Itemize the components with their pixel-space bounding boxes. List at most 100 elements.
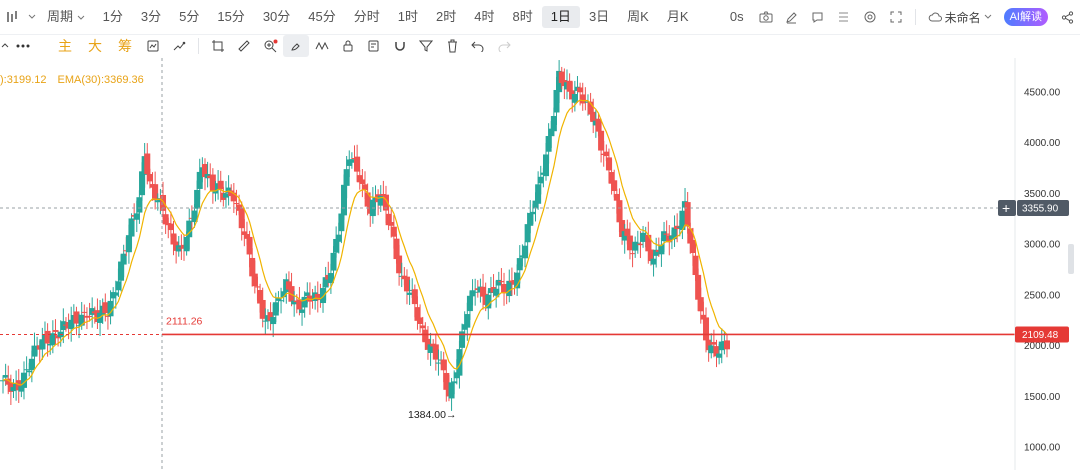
price-tick: 2500.00 bbox=[1024, 290, 1061, 301]
ema-line bbox=[2, 99, 728, 386]
candle-body bbox=[257, 290, 264, 304]
timeframe-month[interactable]: 月K bbox=[666, 9, 689, 24]
zoom-in-icon[interactable] bbox=[257, 35, 283, 57]
timeframe-30m[interactable]: 30分 bbox=[262, 9, 291, 24]
pattern-icon[interactable] bbox=[309, 35, 335, 57]
candle-body bbox=[689, 240, 696, 253]
candle-body bbox=[118, 261, 125, 281]
period-selector[interactable]: 周期 bbox=[38, 6, 94, 28]
candle-body bbox=[49, 333, 56, 345]
low-price-label: 1384.00 bbox=[408, 409, 446, 421]
ruler-icon[interactable] bbox=[231, 35, 257, 57]
redo-icon[interactable] bbox=[491, 35, 517, 57]
timeframe-15m[interactable]: 15分 bbox=[217, 9, 245, 24]
candle-body bbox=[191, 210, 198, 223]
candle-body bbox=[632, 241, 639, 251]
timeframe-5m[interactable]: 5分 bbox=[179, 9, 200, 24]
price-tick: 4000.00 bbox=[1024, 138, 1061, 149]
timeframe-8h[interactable]: 8时 bbox=[512, 9, 533, 24]
camera-icon[interactable] bbox=[753, 6, 779, 28]
timeframe-3d[interactable]: 3日 bbox=[588, 9, 610, 24]
candlestick-series bbox=[0, 60, 730, 411]
candle-body bbox=[619, 220, 626, 238]
timeframe-1h[interactable]: 1时 bbox=[397, 9, 418, 24]
candle-body bbox=[102, 302, 109, 314]
candle-body bbox=[705, 339, 712, 351]
chip-distribution-button[interactable]: 筹 bbox=[118, 38, 132, 54]
candle-body bbox=[587, 101, 594, 115]
edit-note-icon[interactable] bbox=[361, 35, 387, 57]
timeframe-week[interactable]: 周K bbox=[627, 9, 649, 24]
candle-body bbox=[251, 273, 258, 287]
candle-body bbox=[424, 338, 431, 350]
candle-body bbox=[466, 295, 473, 312]
share-icon[interactable] bbox=[1054, 6, 1080, 28]
candle-body bbox=[472, 291, 479, 293]
candle-body bbox=[162, 214, 169, 225]
ai-interpret-button[interactable]: AI解读 bbox=[1003, 8, 1048, 26]
candle-body bbox=[338, 213, 345, 232]
candle-body bbox=[267, 312, 274, 321]
candle-body bbox=[26, 370, 33, 373]
fullscreen-icon[interactable] bbox=[883, 6, 909, 28]
candle-body bbox=[385, 213, 392, 226]
candle-body bbox=[246, 236, 253, 255]
list-icon[interactable] bbox=[831, 6, 857, 28]
timeframe-3m[interactable]: 3分 bbox=[140, 9, 162, 24]
candle-body bbox=[558, 71, 565, 84]
candle-body bbox=[115, 281, 122, 291]
candle-body bbox=[0, 380, 6, 382]
add-alert-button[interactable] bbox=[998, 200, 1016, 217]
candle-body bbox=[52, 330, 59, 332]
candle-body bbox=[679, 210, 686, 230]
lock-icon[interactable] bbox=[335, 35, 361, 57]
magnet-icon[interactable] bbox=[387, 35, 413, 57]
plus-icon: + bbox=[1002, 200, 1010, 216]
comment-icon[interactable] bbox=[805, 6, 831, 28]
candle-body bbox=[330, 252, 337, 271]
timeframe-2h[interactable]: 2时 bbox=[436, 9, 457, 24]
candle-body bbox=[459, 331, 466, 348]
filter-icon[interactable] bbox=[413, 35, 439, 57]
timeframe-1d[interactable]: 1日 bbox=[541, 6, 580, 28]
undo-icon[interactable] bbox=[465, 35, 491, 57]
timeframe-4h[interactable]: 4时 bbox=[474, 9, 495, 24]
candle-body bbox=[647, 249, 654, 262]
compare-icon[interactable] bbox=[140, 35, 166, 57]
settings-icon[interactable] bbox=[857, 6, 883, 28]
candle-body bbox=[514, 272, 521, 289]
timeframe-45m[interactable]: 45分 bbox=[308, 9, 336, 24]
more-icon[interactable] bbox=[10, 35, 36, 57]
candle-body bbox=[522, 245, 529, 259]
candle-body bbox=[495, 279, 502, 286]
candle-body bbox=[692, 255, 699, 276]
candle-body bbox=[448, 382, 455, 399]
candle-body bbox=[396, 255, 403, 274]
timeframe-1m[interactable]: 1分 bbox=[102, 9, 123, 24]
chart-type-icon[interactable] bbox=[0, 6, 26, 28]
candle-body bbox=[440, 359, 447, 371]
pencil-icon[interactable] bbox=[779, 6, 805, 28]
layout-name-button[interactable]: 未命名 bbox=[922, 9, 998, 26]
chart-type-dropdown-icon[interactable] bbox=[26, 6, 38, 28]
brush-icon[interactable] bbox=[283, 35, 309, 57]
candle-body bbox=[432, 344, 439, 360]
trash-icon[interactable] bbox=[439, 35, 465, 57]
panel-resize-handle[interactable] bbox=[1068, 244, 1074, 274]
indicator-icon[interactable] bbox=[166, 35, 192, 57]
line-price-label: 2109.48 bbox=[1015, 326, 1069, 343]
candle-body bbox=[388, 222, 395, 226]
price-chart[interactable]: 2111.26 1384.00 → 4500.00 4000.00 3500.0… bbox=[0, 58, 1080, 470]
ema-short-value: ):3199.12 bbox=[0, 74, 47, 86]
main-indicator-button[interactable]: 主 bbox=[58, 38, 72, 54]
candle-body bbox=[209, 174, 216, 191]
candle-body bbox=[364, 192, 371, 207]
crop-icon[interactable] bbox=[205, 35, 231, 57]
candle-body bbox=[550, 116, 557, 132]
big-order-button[interactable]: 大 bbox=[88, 38, 102, 54]
candle-body bbox=[605, 157, 612, 171]
timeframe-intraday[interactable]: 分时 bbox=[353, 9, 380, 24]
price-axis[interactable]: 4500.00 4000.00 3500.00 3000.00 2500.00 … bbox=[1014, 58, 1061, 470]
collapse-arrow-icon[interactable] bbox=[0, 35, 10, 57]
candle-body bbox=[76, 325, 83, 327]
